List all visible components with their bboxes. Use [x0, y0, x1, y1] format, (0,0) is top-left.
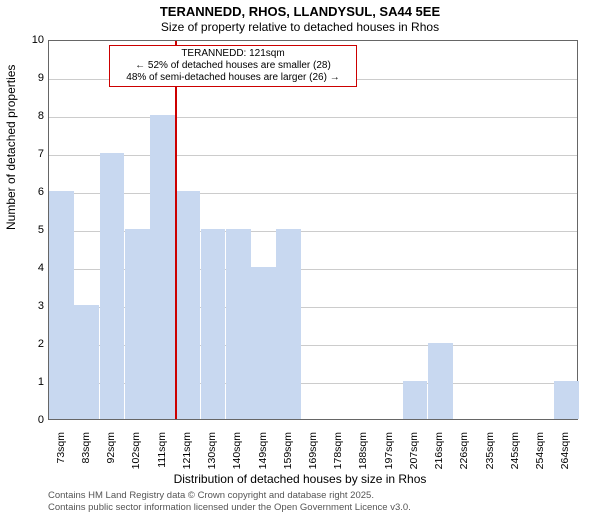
reference-line [175, 41, 177, 419]
y-tick-label: 4 [4, 262, 44, 274]
gridline [49, 155, 577, 156]
histogram-bar [175, 191, 200, 419]
callout-line: TERANNEDD: 121sqm [114, 48, 352, 60]
y-tick-label: 0 [4, 414, 44, 426]
callout-line: ← 52% of detached houses are smaller (28… [114, 60, 352, 72]
histogram-bar [428, 343, 453, 419]
histogram-bar [276, 229, 301, 419]
footer-line-1: Contains HM Land Registry data © Crown c… [48, 490, 374, 501]
chart-title: TERANNEDD, RHOS, LLANDYSUL, SA44 5EE [0, 4, 600, 19]
histogram-bar [150, 115, 175, 419]
plot-area: TERANNEDD: 121sqm← 52% of detached house… [48, 40, 578, 420]
y-tick-label: 5 [4, 224, 44, 236]
y-tick-label: 1 [4, 376, 44, 388]
histogram-bar [554, 381, 579, 419]
histogram-bar [100, 153, 125, 419]
chart-subtitle: Size of property relative to detached ho… [0, 20, 600, 34]
x-axis-label: Distribution of detached houses by size … [0, 472, 600, 486]
histogram-bar [403, 381, 428, 419]
callout-box: TERANNEDD: 121sqm← 52% of detached house… [109, 45, 357, 87]
y-tick-label: 3 [4, 300, 44, 312]
histogram-bar [125, 229, 150, 419]
chart-container: TERANNEDD, RHOS, LLANDYSUL, SA44 5EE Siz… [0, 0, 600, 500]
histogram-bar [201, 229, 226, 419]
y-tick-label: 7 [4, 148, 44, 160]
callout-line: 48% of semi-detached houses are larger (… [114, 72, 352, 84]
histogram-bar [74, 305, 99, 419]
footer-line-2: Contains public sector information licen… [48, 502, 411, 513]
y-tick-label: 6 [4, 186, 44, 198]
histogram-bar [251, 267, 276, 419]
y-tick-label: 8 [4, 110, 44, 122]
histogram-bar [226, 229, 251, 419]
y-tick-label: 10 [4, 34, 44, 46]
y-tick-label: 2 [4, 338, 44, 350]
histogram-bar [49, 191, 74, 419]
gridline [49, 117, 577, 118]
y-tick-label: 9 [4, 72, 44, 84]
gridline [49, 193, 577, 194]
